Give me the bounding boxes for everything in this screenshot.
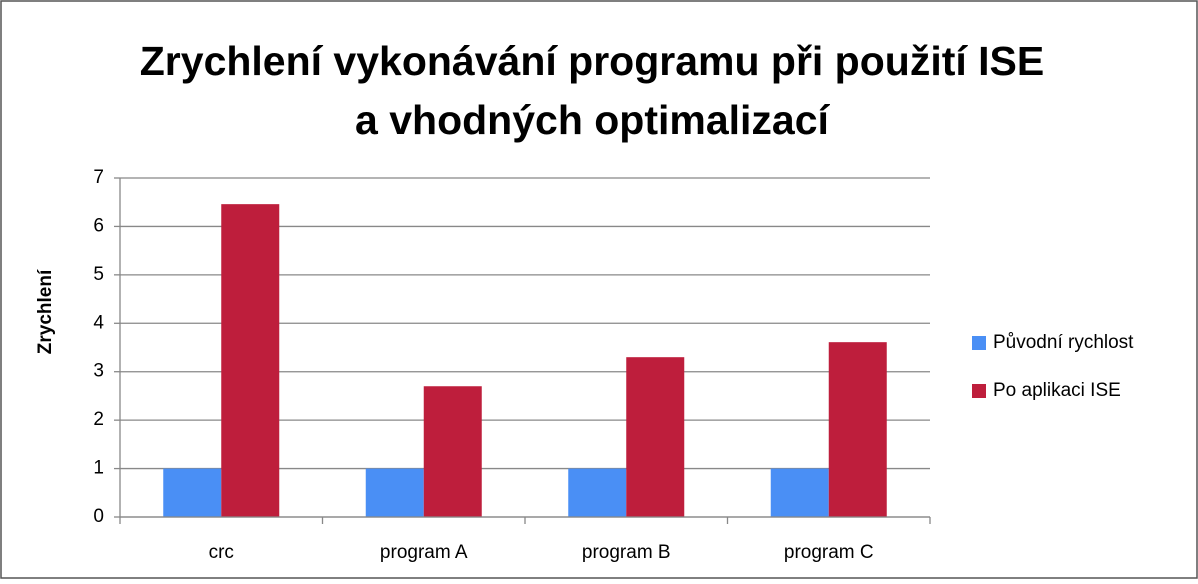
- legend-label: Původní rychlost: [993, 332, 1134, 353]
- bar: [828, 342, 887, 517]
- bar: [568, 468, 627, 517]
- bar: [626, 357, 685, 517]
- x-tick-label: program C: [784, 542, 874, 563]
- y-tick-label: 0: [93, 506, 104, 527]
- bar: [365, 468, 424, 517]
- chart-title: Zrychlení vykonávání programu při použit…: [140, 38, 1044, 84]
- y-tick-label: 2: [93, 409, 104, 430]
- bar: [770, 468, 829, 517]
- y-tick-label: 7: [93, 167, 104, 188]
- legend-swatch: [972, 336, 986, 350]
- x-tick-label: program B: [582, 542, 671, 563]
- y-axis-label: Zrychlení: [35, 269, 56, 354]
- x-tick-label: program A: [380, 542, 468, 563]
- bar: [423, 386, 482, 517]
- y-tick-label: 1: [93, 458, 104, 479]
- y-tick-label: 3: [93, 361, 104, 382]
- y-tick-label: 6: [93, 215, 104, 236]
- bar: [221, 204, 280, 517]
- y-tick-label: 5: [93, 264, 104, 285]
- legend-swatch: [972, 384, 986, 398]
- bar: [163, 468, 222, 517]
- x-tick-label: crc: [209, 542, 234, 563]
- y-tick-label: 4: [93, 312, 104, 333]
- legend-label: Po aplikaci ISE: [993, 380, 1121, 401]
- chart-title: a vhodných optimalizací: [355, 97, 830, 143]
